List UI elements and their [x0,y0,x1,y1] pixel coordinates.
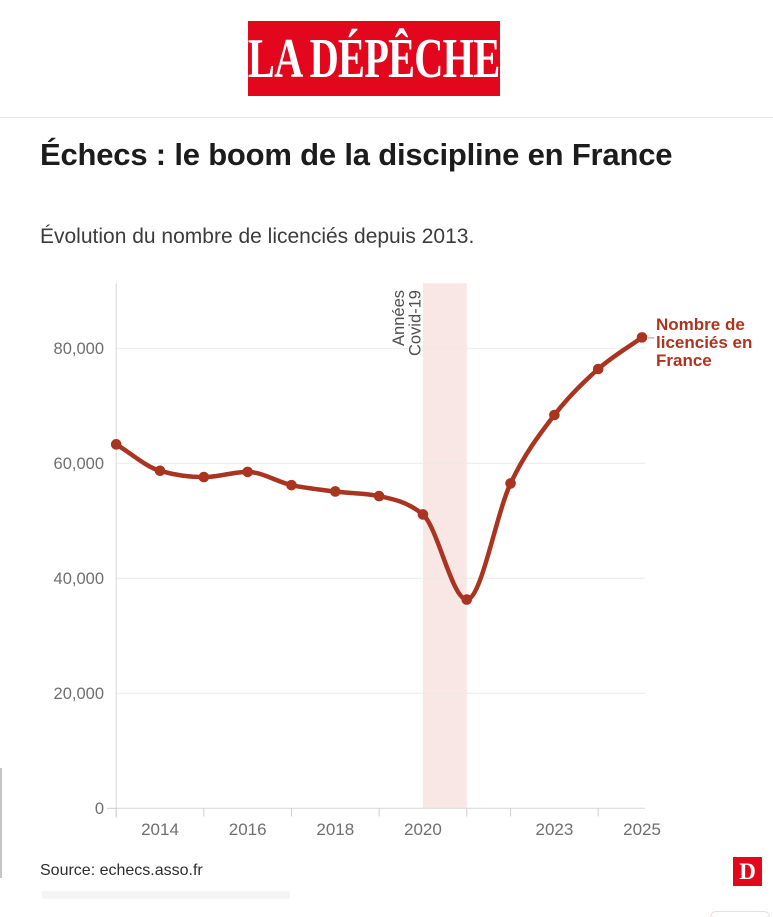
data-point [110,439,122,450]
y-axis-label: 60,000 [54,455,104,473]
data-point [373,490,385,502]
series-label: France [656,351,712,370]
y-axis-label: 0 [95,800,104,818]
ladepeche-d-letter: D [739,859,756,884]
ladepeche-logo-text: LA DÉPÊCHE [248,27,500,90]
x-axis-label: 2020 [404,820,442,839]
x-axis-label: 2018 [316,820,354,839]
y-axis-label: 40,000 [54,570,104,588]
cutoff-content-ghost [42,891,290,899]
data-point [330,486,341,497]
covid-band-label: Années [390,290,408,346]
covid-band [422,283,467,809]
article-subtitle: Évolution du nombre de licenciés depuis … [40,225,475,248]
covid-band-label: Covid-19 [407,290,425,356]
ladepeche-d-logo[interactable]: D [733,857,762,886]
series-label: Nombre de [656,315,745,334]
data-point [549,409,560,421]
y-axis-label: 80,000 [54,340,104,358]
article-title: Échecs : le boom de la discipline en Fra… [40,137,673,172]
ladepeche-logo[interactable]: LA DÉPÊCHE [248,21,501,96]
data-point [636,332,648,343]
x-axis-label: 2023 [535,820,573,839]
site-header: LA DÉPÊCHE [0,0,773,118]
data-point [505,478,516,489]
data-point [198,471,210,483]
data-point [592,363,604,375]
data-point [154,465,166,477]
y-axis-label: 20,000 [54,685,104,703]
data-point [242,466,253,478]
data-point [417,509,429,520]
x-axis-label: 2025 [623,820,661,839]
data-line [113,335,645,602]
x-axis-label: 2014 [141,820,179,839]
left-edge-scroll-artifact [0,768,2,878]
bottom-right-cutoff-element [710,911,770,917]
x-axis-label: 2016 [229,820,267,839]
data-point [461,594,473,605]
series-label: licenciés en [656,333,752,352]
data-point [286,479,297,491]
source-note: Source: echecs.asso.fr [40,862,203,879]
